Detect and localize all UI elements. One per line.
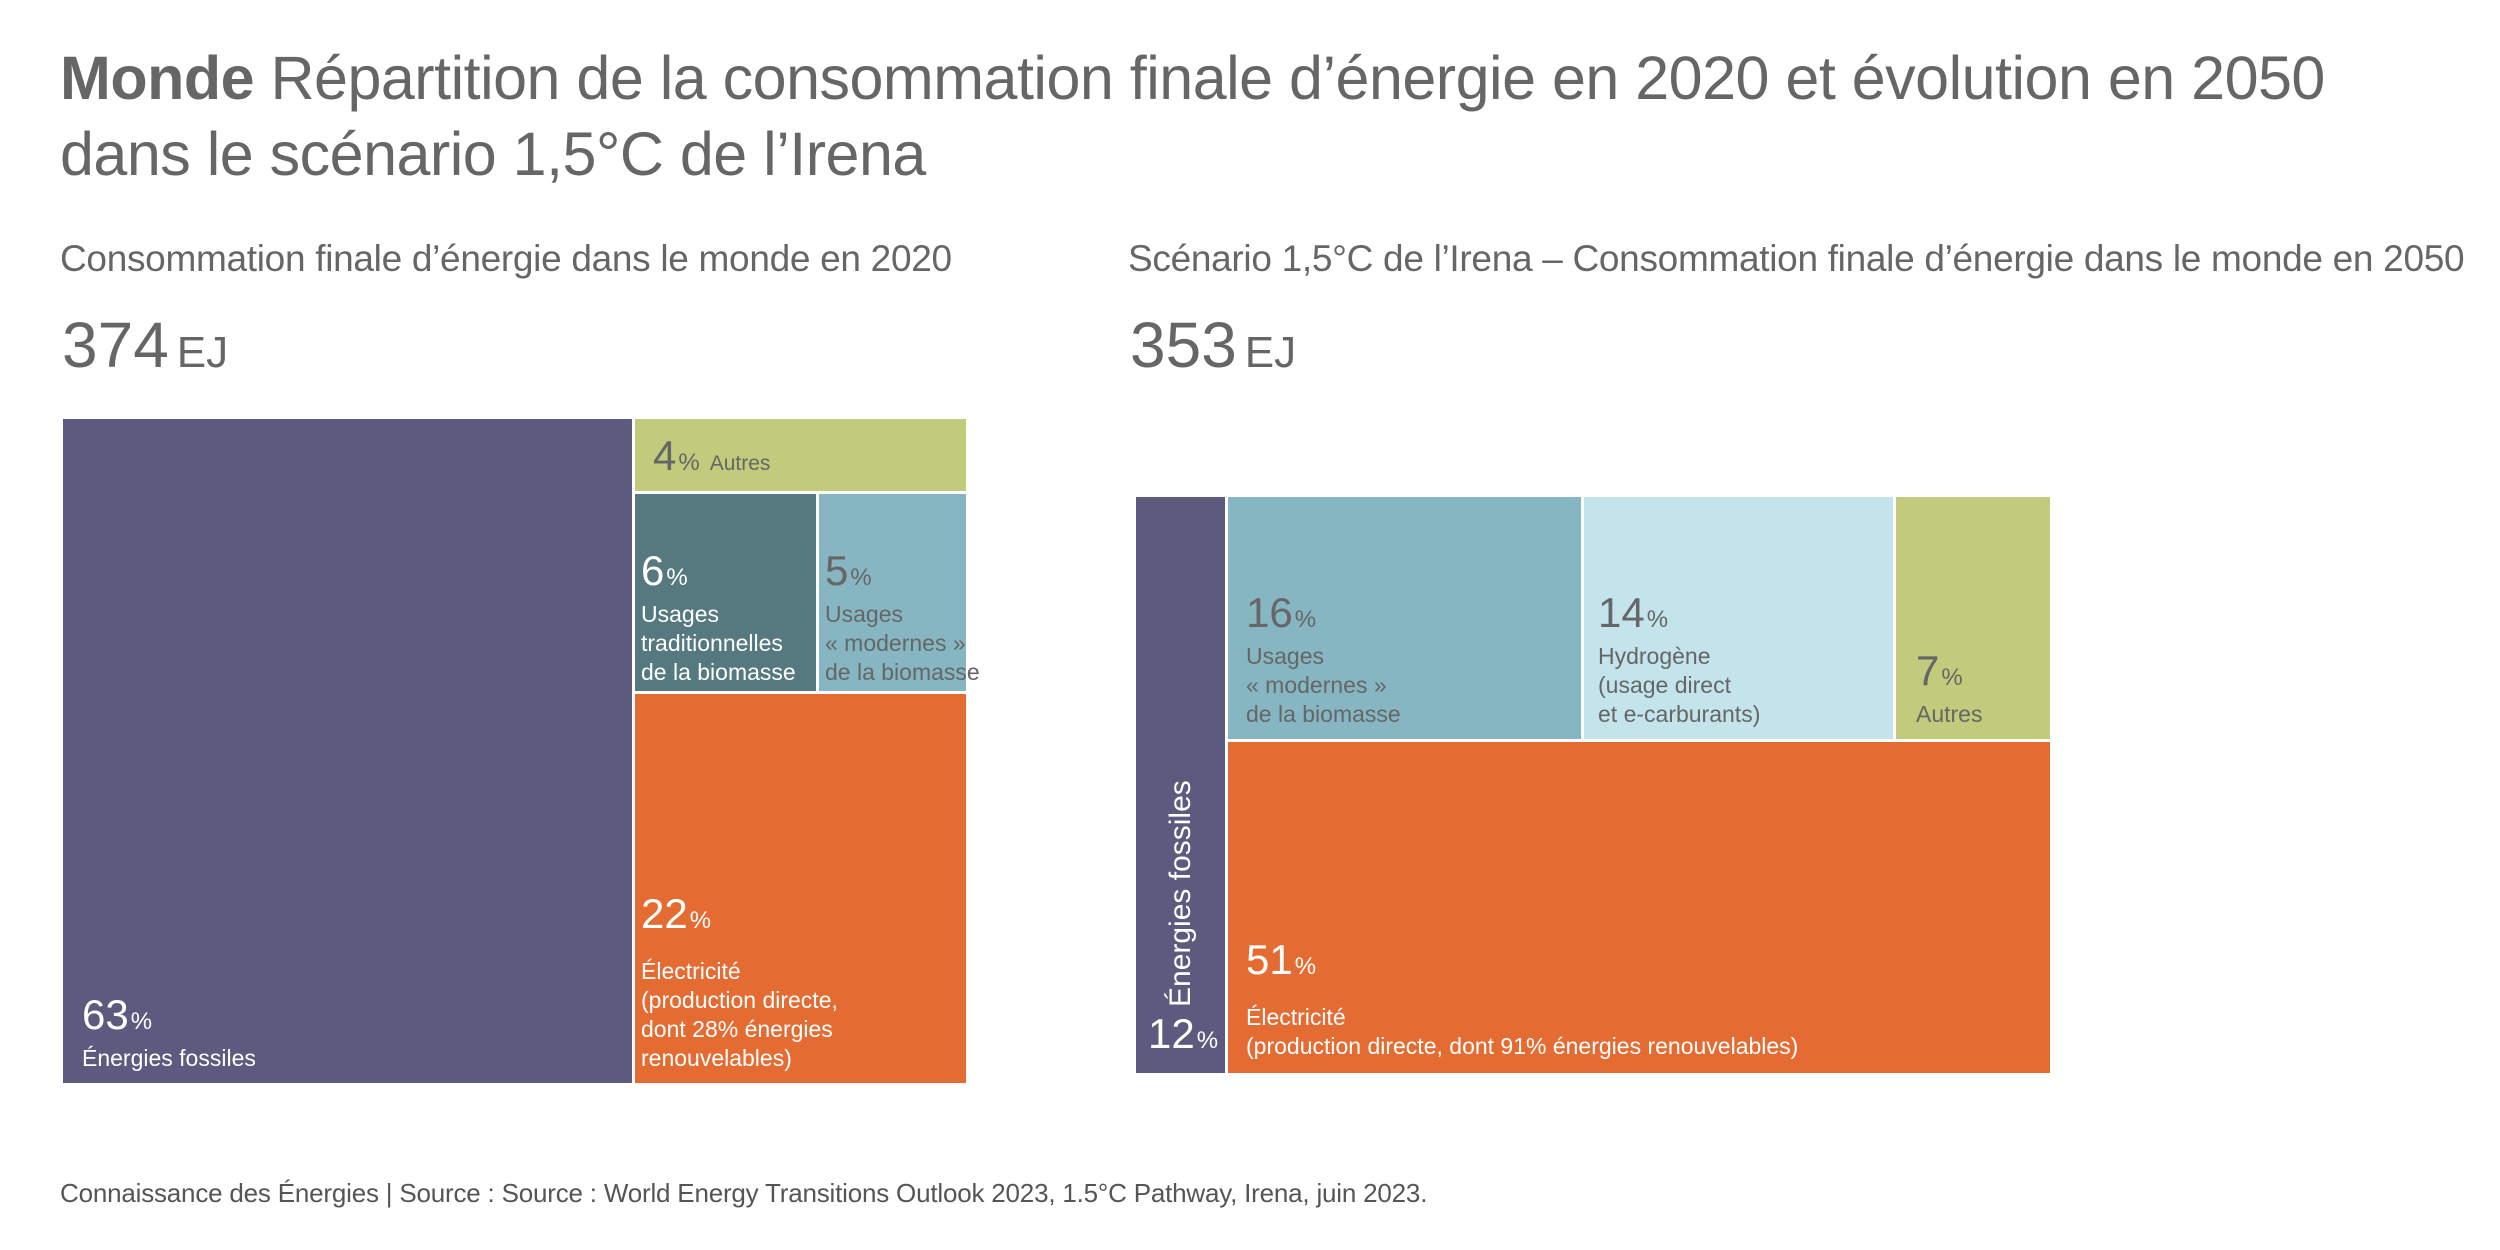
left-chart-total: 374 EJ [62,308,228,382]
chart-title: Monde Répartition de la consommation fin… [60,40,2460,192]
segment-label-hydrogen: 14% Hydrogène (usage direct et e-carburants… [1598,591,1760,729]
data-label-percent: 63% [82,993,256,1044]
source-footer: Connaissance des Énergies | Source : Sou… [60,1178,1428,1208]
category-label-vertical: Énergies fossiles [1164,780,1197,1007]
right-chart-total: 353 EJ [1130,308,1296,382]
data-label-percent: 7% [1916,649,1982,700]
segment-label-biomass-traditional: 6% Usages traditionnelles de la biomasse [641,549,796,687]
percent-value: 51 [1246,936,1293,983]
left-total-unit: EJ [176,328,229,377]
percent-value: 12 [1148,1010,1195,1057]
percent-sign: % [1294,953,1317,980]
treemap-cell-biomass-modern: 16% Usages « modernes » de la biomasse [1228,497,1581,739]
category-label: Usages « modernes » de la biomasse [825,601,980,685]
percent-value: 63 [82,991,129,1038]
percent-value: 7 [1916,647,1940,694]
segment-label-electricity: 22% Électricité (production directe, dont 2… [641,892,838,1073]
category-label: Usages « modernes » de la biomasse [1246,643,1401,727]
percent-value: 14 [1598,589,1645,636]
percent-sign: % [1196,1027,1219,1054]
percent-sign: % [1646,606,1669,633]
data-label-percent: 14% [1598,591,1760,642]
treemap-cell-electricity: 51% Électricité (production directe, dont … [1228,742,2050,1073]
left-total-value: 374 [62,309,169,381]
segment-label-fossil: 63% Énergies fossiles [82,993,256,1073]
data-label-percent: 5% [825,549,980,600]
data-label-percent: 16% [1246,591,1401,642]
segment-label-fossil: 12% [1148,1012,1218,1063]
category-label: Autres [1916,701,1983,727]
category-label: Électricité (production directe, dont 28% … [641,958,838,1071]
percent-value: 4 [653,432,677,479]
category-label: Usages traditionnelles de la biomasse [641,601,796,685]
percent-value: 6 [641,547,665,594]
title-text: Répartition de la consommation finale d’… [60,44,2325,188]
percent-sign: % [666,564,688,591]
percent-sign: % [1294,606,1317,633]
treemap-cell-biomass-modern: 5% Usages « modernes » de la biomasse [819,494,980,691]
percent-value: 5 [825,547,849,594]
left-chart-subtitle: Consommation finale d’énergie dans le mo… [60,238,952,279]
treemap-cell-autres: 7% Autres [1896,497,2050,739]
segment-label-electricity: 51% Électricité (production directe, dont … [1246,938,1798,1061]
category-label: Hydrogène (usage direct et e-carburants) [1598,643,1761,727]
category-label: Autres [709,452,771,475]
data-label-percent: 6% [641,549,796,600]
treemap-cell-fossil: 12% Énergies fossiles [1136,497,1225,1073]
treemap-cell-autres: 4% Autres [635,419,966,491]
segment-label-autres: 7% Autres [1916,649,1982,729]
data-label-percent: 22% [641,892,838,943]
segment-label-biomass-modern: 16% Usages « modernes » de la biomasse [1246,591,1401,729]
treemap-2020: 63% Énergies fossiles 4% Autres 6% Usages trad… [63,419,980,1083]
data-label-percent: 12% [1148,1012,1218,1063]
percent-sign: % [1941,664,1963,691]
right-total-value: 353 [1130,309,1237,381]
treemap-2050: 12% Énergies fossiles 16% Usages « modernes … [1136,497,2050,1073]
percent-value: 22 [641,890,688,937]
category-label: Énergies fossiles [82,1045,256,1071]
segment-label-biomass-modern: 5% Usages « modernes » de la biomasse [825,549,980,687]
percent-sign: % [678,449,700,476]
data-label-percent: 4% [653,434,700,485]
right-total-unit: EJ [1244,328,1297,377]
treemap-cell-electricity: 22% Électricité (production directe, dont 2… [635,694,966,1083]
percent-value: 16 [1246,589,1293,636]
segment-label-autres: 4% Autres [653,434,770,485]
right-chart-subtitle: Scénario 1,5°C de l’Irena – Consommation… [1128,238,2465,279]
percent-sign: % [689,907,712,934]
percent-sign: % [130,1008,153,1035]
treemap-cell-hydrogen: 14% Hydrogène (usage direct et e-carburants… [1584,497,1893,739]
treemap-cell-biomass-traditional: 6% Usages traditionnelles de la biomasse [635,494,816,691]
treemap-cell-fossil: 63% Énergies fossiles [63,419,632,1083]
data-label-percent: 51% [1246,938,1798,989]
category-label: Électricité (production directe, dont 91%… [1246,1004,1799,1059]
title-region: Monde [60,44,255,112]
percent-sign: % [850,564,872,591]
